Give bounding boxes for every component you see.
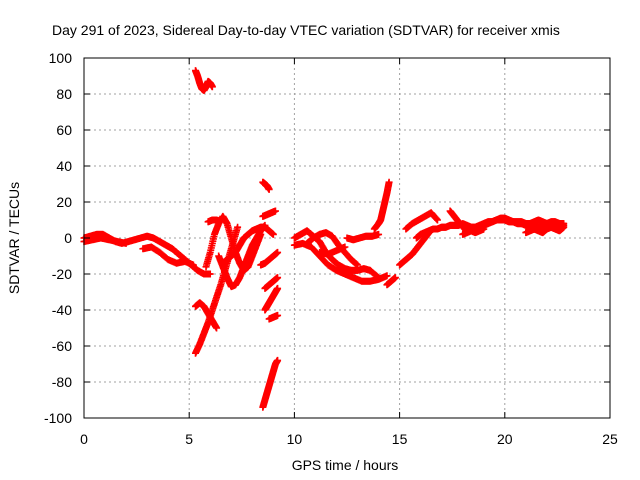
y-tick-label: 20	[56, 194, 72, 210]
data-point	[271, 207, 279, 215]
grid-lines	[84, 58, 610, 418]
data-point	[391, 274, 399, 282]
data-point	[433, 216, 441, 224]
data-point	[341, 243, 349, 251]
data-points	[80, 67, 568, 411]
x-tick-label: 25	[602, 431, 618, 447]
y-tick-label: -100	[44, 410, 72, 426]
data-point	[274, 274, 282, 282]
y-tick-label: -60	[52, 338, 72, 354]
data-point	[560, 223, 568, 231]
x-tick-label: 20	[497, 431, 513, 447]
data-point	[374, 273, 382, 281]
x-axis-ticks: 0 5 10 15 20 25	[80, 58, 618, 447]
x-tick-label: 5	[185, 431, 193, 447]
data-point	[217, 218, 225, 226]
data-point	[274, 248, 282, 256]
data-point	[265, 185, 273, 193]
data-point	[375, 274, 383, 282]
x-tick-label: 0	[80, 431, 88, 447]
y-tick-label: 60	[56, 122, 72, 138]
data-point	[189, 261, 197, 269]
x-axis-label: GPS time / hours	[292, 457, 399, 473]
y-axis-label: SDTVAR / TECUs	[6, 182, 22, 294]
y-tick-label: -40	[52, 302, 72, 318]
y-tick-label: 100	[49, 50, 73, 66]
data-point	[354, 261, 362, 269]
y-axis-ticks: -100 -80 -60 -40 -20 0 20 40 60 80 100	[44, 50, 610, 426]
x-tick-label: 15	[392, 431, 408, 447]
data-point	[274, 356, 282, 364]
data-point	[480, 225, 488, 233]
data-point	[274, 284, 282, 292]
data-point	[234, 223, 242, 231]
data-point	[383, 272, 391, 280]
data-point	[208, 83, 216, 91]
x-tick-label: 10	[287, 431, 303, 447]
data-point	[269, 230, 277, 238]
chart-title: Day 291 of 2023, Sidereal Day-to-day VTE…	[52, 22, 560, 38]
y-tick-label: 0	[64, 230, 72, 246]
data-point	[122, 239, 130, 247]
data-point	[375, 230, 383, 238]
y-tick-label: -20	[52, 266, 72, 282]
data-point	[274, 311, 282, 319]
data-point	[213, 324, 221, 332]
y-tick-label: 40	[56, 158, 72, 174]
y-tick-label: 80	[56, 86, 72, 102]
data-point	[206, 270, 214, 278]
data-point	[385, 178, 393, 186]
y-tick-label: -80	[52, 374, 72, 390]
